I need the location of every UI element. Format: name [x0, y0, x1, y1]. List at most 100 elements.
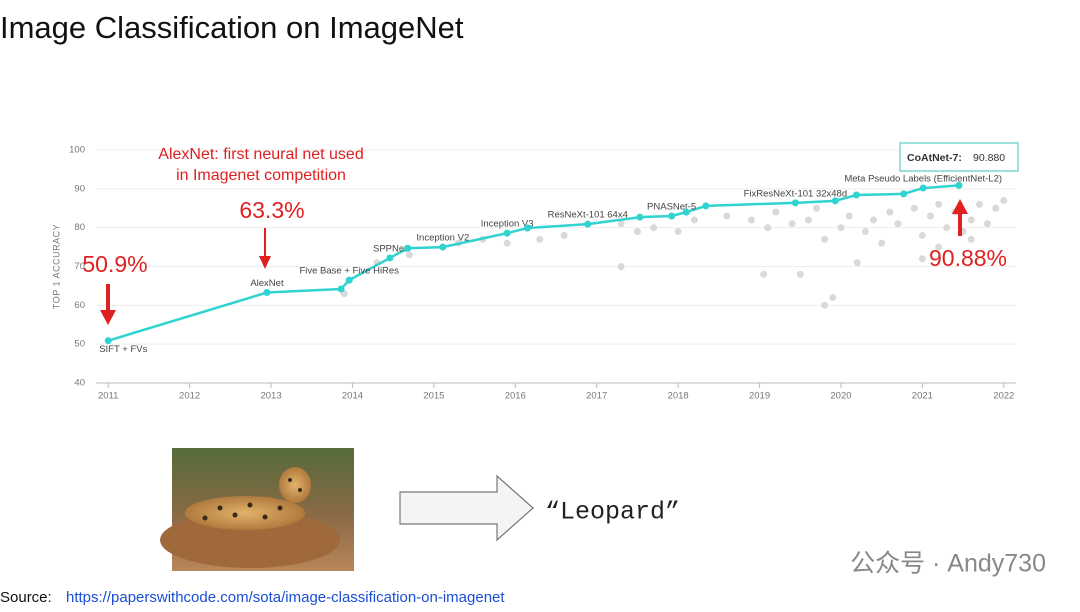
model-point — [894, 220, 902, 228]
tooltip-value: 90.880 — [973, 152, 1005, 164]
annotation: in Imagenet competition — [176, 167, 346, 184]
model-point — [853, 259, 861, 267]
model-point — [821, 235, 829, 243]
sota-point — [668, 212, 676, 220]
point-label: Inception V3 — [481, 219, 534, 230]
point-label: SIFT + FVs — [99, 344, 147, 355]
sota-point — [503, 229, 511, 237]
point-label: ResNeXt-101 64x4 — [548, 210, 628, 221]
sota-point — [791, 199, 799, 207]
model-point — [674, 228, 682, 236]
model-point — [878, 239, 886, 247]
model-point — [764, 224, 772, 232]
tooltip-name: CoAtNet-7: — [907, 152, 962, 164]
annotation: AlexNet: first neural net used — [158, 146, 363, 163]
model-point — [845, 212, 853, 220]
model-point — [935, 200, 943, 208]
sota-point — [524, 224, 532, 232]
model-point — [861, 228, 869, 236]
sota-point — [682, 208, 690, 216]
sota-point — [636, 213, 644, 221]
y-tick-label: 40 — [74, 378, 85, 389]
sota-point — [702, 202, 710, 210]
y-tick-label: 100 — [69, 145, 85, 156]
sota-point — [337, 285, 345, 293]
model-point — [829, 294, 837, 302]
model-point — [788, 220, 796, 228]
arrows — [100, 199, 968, 325]
point-label: FixResNeXt-101 32x48d — [744, 188, 848, 199]
x-tick-label: 2014 — [342, 391, 363, 402]
sota-line — [107, 184, 960, 342]
model-point — [992, 204, 1000, 212]
model-point — [650, 224, 658, 232]
sota-point — [584, 220, 592, 228]
y-tick-label: 80 — [74, 222, 85, 233]
model-point — [503, 239, 511, 247]
model-point — [927, 212, 935, 220]
point-label: Inception V2 — [416, 233, 469, 244]
model-point — [837, 224, 845, 232]
point-label: PNASNet-5 — [647, 202, 696, 213]
leopard-image — [160, 448, 354, 571]
model-point — [975, 200, 983, 208]
sota-point — [104, 337, 112, 345]
output-label: “Leopard” — [545, 498, 680, 527]
x-tick-label: 2019 — [749, 391, 770, 402]
y-tick-label: 90 — [74, 183, 85, 194]
model-point — [617, 220, 625, 228]
sota-point — [386, 254, 394, 262]
model-point — [1000, 196, 1008, 204]
model-point — [405, 251, 413, 259]
sota-point — [831, 197, 839, 205]
x-tick-label: 2012 — [179, 391, 200, 402]
source-link[interactable]: https://paperswithcode.com/sota/image-cl… — [66, 589, 505, 606]
x-tick-label: 2020 — [830, 391, 851, 402]
slide-title: Image Classification on ImageNet — [0, 10, 464, 45]
model-point — [633, 228, 641, 236]
annotation: 63.3% — [239, 197, 304, 223]
x-tick-label: 2022 — [993, 391, 1014, 402]
source-label: Source: — [0, 589, 52, 606]
model-point — [935, 243, 943, 251]
point-label: AlexNet — [250, 278, 284, 289]
model-point — [821, 301, 829, 309]
sota-point — [345, 276, 353, 284]
annotation: 90.88% — [929, 245, 1007, 271]
sota-point — [955, 181, 963, 189]
x-tick-label: 2017 — [586, 391, 607, 402]
x-tick-label: 2013 — [260, 391, 281, 402]
model-point — [690, 216, 698, 224]
model-point — [796, 270, 804, 278]
model-point — [910, 204, 918, 212]
model-point — [984, 220, 992, 228]
model-point — [967, 216, 975, 224]
sota-point — [263, 289, 271, 297]
arrow-shape — [399, 474, 534, 542]
x-tick-label: 2015 — [423, 391, 444, 402]
point-label: SPPNet — [373, 243, 407, 254]
model-point — [918, 231, 926, 239]
x-tick-label: 2018 — [668, 391, 689, 402]
model-point — [747, 216, 755, 224]
model-point — [760, 270, 768, 278]
sota-point — [404, 244, 412, 252]
model-point — [560, 231, 568, 239]
model-point — [943, 224, 951, 232]
sota-point — [852, 191, 860, 199]
point-label: Meta Pseudo Labels (EfficientNet-L2) — [844, 174, 1002, 185]
model-point — [918, 255, 926, 263]
sota-point — [439, 243, 447, 251]
y-axis-label: TOP 1 ACCURACY — [51, 224, 61, 309]
sota-point — [919, 184, 927, 192]
model-point — [967, 235, 975, 243]
model-point — [804, 216, 812, 224]
model-point — [772, 208, 780, 216]
point-label: Five Base + Five HiRes — [299, 266, 399, 277]
y-tick-label: 50 — [74, 339, 85, 350]
model-point — [886, 208, 894, 216]
model-point — [617, 263, 625, 270]
tooltip: CoAtNet-7: 90.880 — [899, 142, 1019, 172]
